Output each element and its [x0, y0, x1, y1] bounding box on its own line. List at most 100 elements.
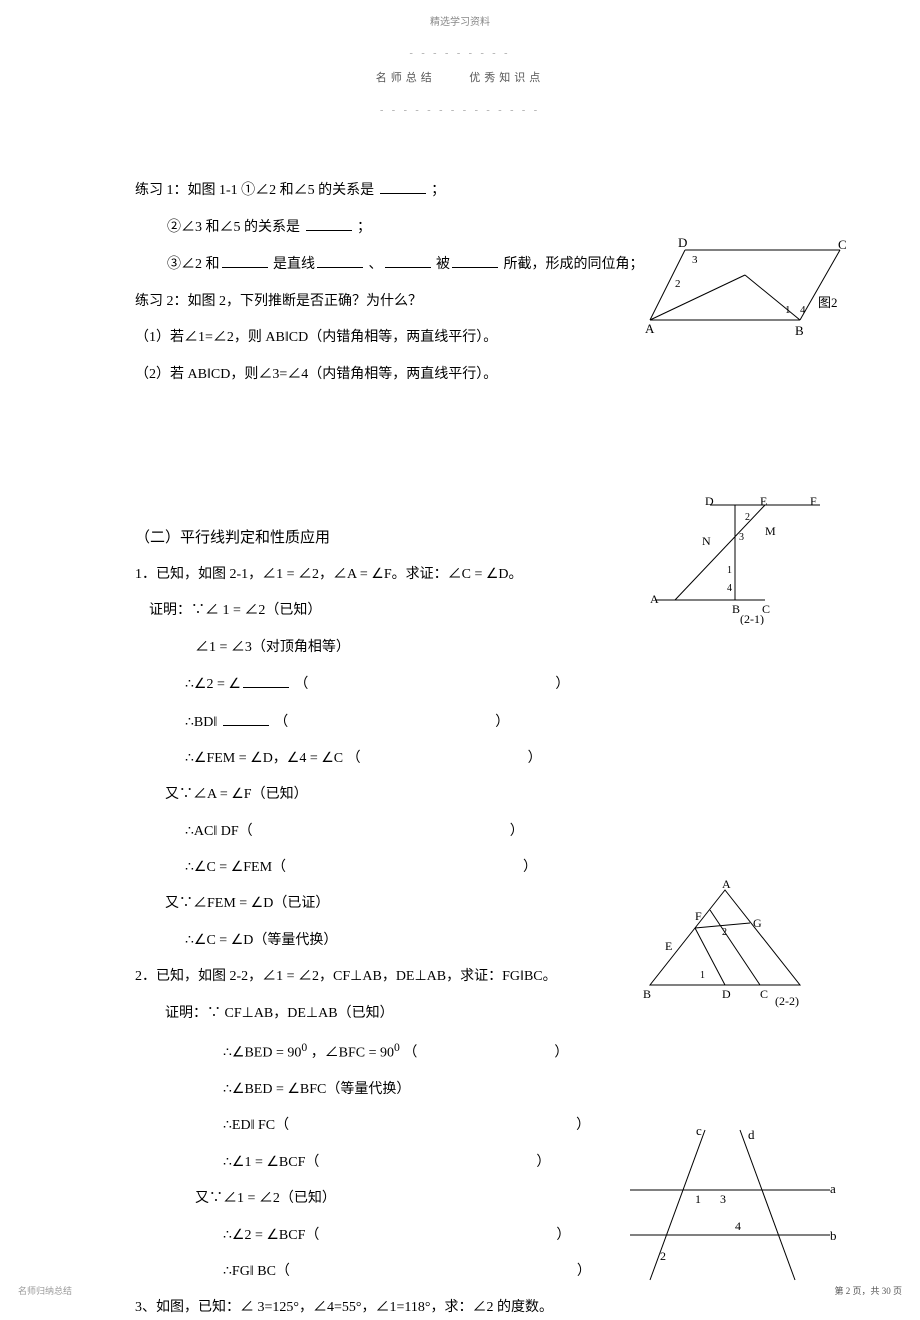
svg-text:2: 2 [675, 278, 681, 290]
svg-text:F: F [695, 909, 702, 923]
svg-text:d: d [748, 1127, 755, 1142]
svg-text:4: 4 [800, 304, 806, 316]
blank-field[interactable] [222, 253, 268, 268]
svg-text:(2-1): (2-1) [740, 612, 764, 625]
ex1-l1-end: ； [431, 183, 445, 198]
ex1-l3b: 是直线 [273, 257, 315, 272]
p1-l8a: ∴∠C = ∠FEM（ [185, 860, 286, 875]
svg-text:2: 2 [745, 512, 750, 523]
page-subheader: 名师总结 优秀知识点 [0, 70, 920, 88]
svg-text:1: 1 [785, 304, 791, 316]
svg-text:C: C [760, 987, 768, 1001]
ex1-l3c: 、 [369, 257, 383, 272]
svg-text:1: 1 [695, 1192, 701, 1206]
svg-text:c: c [696, 1125, 702, 1138]
svg-text:N: N [702, 534, 711, 548]
figure-2-2: A B C D E F G 1 2 (2-2) [640, 880, 840, 1010]
p1-l5a: ∴∠FEM = ∠D，∠4 = ∠C （ [185, 751, 361, 766]
svg-text:A: A [645, 321, 655, 335]
p2-sup2: 0 [394, 1041, 400, 1054]
p2-l2a: ∴∠BED = 90 [223, 1046, 301, 1061]
p1-l3c: ） [555, 677, 569, 692]
p1-l7a: ∴AC‖ DF（ [185, 824, 253, 839]
p2-l4a: ∴ED‖ FC（ [223, 1118, 289, 1133]
svg-text:2: 2 [660, 1249, 666, 1263]
blank-field[interactable] [452, 253, 498, 268]
footer-right: 第 2 页，共 30 页 [834, 1284, 902, 1298]
svg-text:4: 4 [735, 1219, 741, 1233]
ex1-l2-end: ； [357, 220, 371, 235]
svg-text:E: E [760, 495, 767, 508]
exercise1-line1: 练习 1：如图 1-1 ①∠2 和∠5 的关系是 ； [135, 179, 800, 202]
p1-l5: ∴∠FEM = ∠D，∠4 = ∠C （ ） [185, 748, 800, 770]
svg-text:3: 3 [739, 532, 744, 543]
svg-text:D: D [705, 495, 714, 508]
footer-left: 名师归纳总结 [18, 1284, 72, 1298]
p1-l4c: ） [495, 715, 509, 730]
svg-text:2: 2 [722, 927, 727, 938]
p1-l8: ∴∠C = ∠FEM（ ） [185, 857, 800, 879]
p1-l4a: ∴BD‖ [185, 715, 217, 730]
svg-text:D: D [722, 987, 731, 1001]
svg-text:G: G [753, 916, 762, 930]
figure-2-1: A B C D E F M N 1 2 3 4 (2-1) [650, 495, 830, 625]
blank-field[interactable] [317, 253, 363, 268]
svg-text:图2: 图2 [818, 295, 838, 310]
blank-field[interactable] [223, 711, 269, 726]
svg-text:(2-2): (2-2) [775, 994, 799, 1008]
p1-l4: ∴BD‖ （ ） [185, 711, 800, 734]
svg-text:F: F [810, 495, 817, 508]
p1-l2: ∠1 = ∠3（对顶角相等） [195, 637, 800, 659]
header-dots: - - - - - - - - - [0, 46, 920, 62]
svg-text:B: B [795, 323, 804, 335]
p2-l4b: ） [576, 1118, 590, 1133]
p2-l8a: ∴FG‖ BC（ [223, 1264, 290, 1279]
p2-l2b: ，∠BFC = 90 [311, 1046, 394, 1061]
p1-l5b: ） [528, 751, 542, 766]
p2-l8b: ） [577, 1264, 591, 1279]
p2-l2: ∴∠BED = 900 ，∠BFC = 900 （ ） [223, 1039, 800, 1065]
p1-l7b: ） [510, 824, 524, 839]
svg-text:3: 3 [720, 1192, 726, 1206]
figure-2: A B C D 1 2 3 4 图2 [640, 235, 860, 335]
svg-text:4: 4 [727, 583, 732, 594]
p1-l3: ∴∠2 = ∠ （ ） [185, 673, 800, 696]
ex1-l3e: 所截，形成的同位角； [504, 257, 644, 272]
p1-l3a: ∴∠2 = ∠ [185, 677, 241, 692]
svg-text:D: D [678, 235, 687, 250]
p1-l4b: （ [274, 715, 288, 730]
blank-field[interactable] [306, 216, 352, 231]
p2-l2d: ） [554, 1046, 568, 1061]
subheader-left: 名师总结 [376, 72, 436, 84]
p2-l7a: ∴∠2 = ∠BCF（ [223, 1228, 319, 1243]
svg-text:1: 1 [700, 970, 705, 981]
svg-text:b: b [830, 1228, 837, 1243]
p2-l2c: （ [403, 1046, 417, 1061]
svg-text:M: M [765, 524, 776, 538]
exercise2-line2: （2）若 AB‖CD，则∠3=∠4（内错角相等，两直线平行）。 [135, 364, 800, 386]
ex1-l3a: ③∠2 和 [167, 257, 220, 272]
problem3-question: 3、如图，已知：∠ 3=125°，∠4=55°，∠1=118°，求：∠2 的度数… [135, 1297, 800, 1319]
page-header-top: 精选学习资料 [0, 15, 920, 31]
p2-l5a: ∴∠1 = ∠BCF（ [223, 1155, 319, 1170]
svg-text:1: 1 [727, 565, 732, 576]
svg-text:3: 3 [692, 254, 698, 266]
blank-field[interactable] [243, 673, 289, 688]
svg-text:B: B [643, 987, 651, 1001]
svg-text:a: a [830, 1181, 836, 1196]
p2-l3: ∴∠BED = ∠BFC（等量代换） [223, 1079, 800, 1101]
p1-l7: ∴AC‖ DF（ ） [185, 821, 800, 843]
svg-text:E: E [665, 939, 672, 953]
p1-l3b: （ [294, 677, 308, 692]
svg-text:C: C [838, 237, 847, 252]
p2-l7b: ） [556, 1228, 570, 1243]
blank-field[interactable] [380, 179, 426, 194]
svg-text:B: B [732, 602, 740, 616]
p1-l6: 又∵∠A = ∠F（已知） [165, 784, 800, 806]
p2-l5b: ） [536, 1155, 550, 1170]
svg-text:A: A [722, 880, 731, 891]
header-dashes: - - - - - - - - - - - - - - [0, 103, 920, 119]
figure-3: a b c d 1 2 3 4 [600, 1125, 850, 1285]
blank-field[interactable] [385, 253, 431, 268]
ex1-l3d: 被 [436, 257, 450, 272]
